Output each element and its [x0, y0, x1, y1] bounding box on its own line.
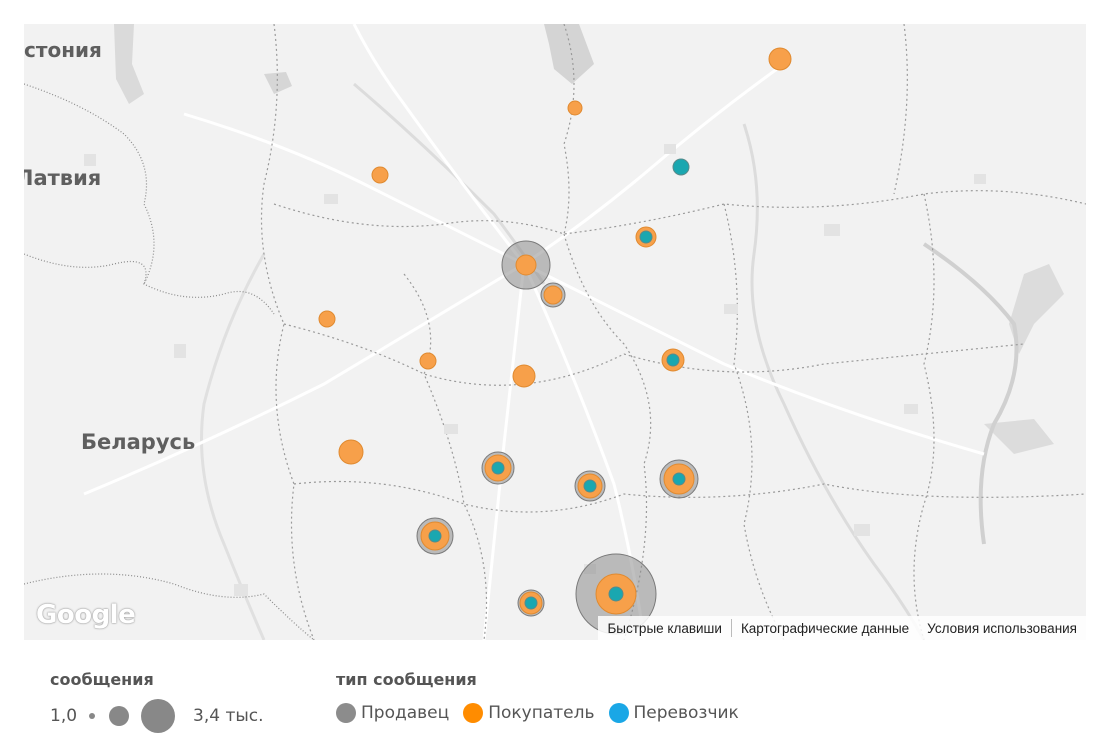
map-marker[interactable]: [512, 364, 536, 388]
carrier-bubble: [583, 479, 597, 493]
legend-item-seller[interactable]: Продавец: [336, 703, 449, 723]
size-legend-small-dot-icon: [89, 713, 96, 719]
carrier-bubble: [524, 596, 538, 610]
map-data-link[interactable]: Картографические данные: [740, 620, 910, 636]
map-marker[interactable]: [659, 459, 699, 499]
type-legend-items: Продавец Покупатель Перевозчик: [336, 703, 753, 723]
map-basemap: [24, 24, 1086, 640]
size-legend-scale: 1,0 3,4 тыс.: [50, 699, 264, 733]
carrier-bubble: [608, 586, 624, 602]
map-marker[interactable]: [635, 226, 657, 248]
map-marker[interactable]: [540, 282, 566, 308]
map-marker[interactable]: [318, 310, 336, 328]
legend-item-carrier-label: Перевозчик: [633, 703, 739, 723]
buyer-bubble: [515, 254, 537, 276]
carrier-swatch-icon: [608, 703, 629, 723]
google-logo-text: Google: [36, 600, 136, 630]
map-marker[interactable]: [517, 589, 545, 617]
buyer-bubble: [419, 352, 437, 370]
size-legend-max-label: 3,4 тыс.: [193, 706, 264, 726]
carrier-bubble: [672, 158, 690, 176]
legend-item-seller-label: Продавец: [361, 703, 450, 723]
carrier-bubble: [666, 353, 680, 367]
buyer-bubble: [338, 439, 364, 465]
seller-swatch-icon: [336, 703, 356, 723]
keyboard-shortcuts-link[interactable]: Быстрые клавиши: [607, 620, 722, 636]
map-marker[interactable]: [574, 470, 606, 502]
buyer-bubble: [768, 47, 792, 71]
carrier-bubble: [428, 529, 442, 543]
attribution-divider: [730, 619, 732, 637]
legend-item-buyer-label: Покупатель: [488, 703, 595, 723]
size-legend-medium-dot-icon: [109, 706, 130, 726]
buyer-bubble: [371, 166, 389, 184]
type-legend: тип сообщения Продавец Покупатель Перево…: [336, 670, 753, 723]
map-attribution-bar: Быстрые клавиши Картографические данные …: [598, 616, 1086, 640]
map-marker[interactable]: [481, 451, 515, 485]
type-legend-title: тип сообщения: [336, 670, 477, 689]
size-legend-min-label: 1,0: [50, 706, 78, 726]
label-latvia: Латвия: [24, 166, 102, 190]
carrier-bubble: [491, 461, 505, 475]
legend-item-carrier[interactable]: Перевозчик: [608, 703, 739, 723]
carrier-bubble: [639, 230, 653, 244]
map-marker[interactable]: [416, 517, 454, 555]
buyer-bubble: [512, 364, 536, 388]
google-logo[interactable]: Google: [36, 600, 136, 630]
label-estonia: стония: [24, 38, 102, 62]
map-marker[interactable]: [338, 439, 364, 465]
map-marker[interactable]: [419, 352, 437, 370]
size-legend: сообщения 1,0 3,4 тыс.: [50, 670, 264, 733]
legend-item-buyer[interactable]: Покупатель: [463, 703, 595, 723]
label-belarus: Беларусь: [81, 430, 196, 454]
map-marker[interactable]: [501, 240, 551, 290]
map-marker[interactable]: [371, 166, 389, 184]
map-canvas[interactable]: стония Латвия Беларусь Google Быстрые кл…: [24, 24, 1086, 640]
buyer-swatch-icon: [463, 703, 484, 723]
size-legend-large-dot-icon: [141, 699, 176, 733]
map-marker[interactable]: [768, 47, 792, 71]
map-marker[interactable]: [567, 100, 583, 116]
terms-of-use-link[interactable]: Условия использования: [927, 620, 1077, 636]
carrier-bubble: [672, 472, 686, 486]
map-marker[interactable]: [661, 348, 685, 372]
message-markers: [318, 47, 792, 635]
buyer-bubble: [318, 310, 336, 328]
map-marker[interactable]: [575, 553, 657, 635]
buyer-bubble: [567, 100, 583, 116]
size-legend-title: сообщения: [50, 670, 154, 689]
buyer-bubble: [543, 285, 563, 305]
map-marker[interactable]: [672, 158, 690, 176]
